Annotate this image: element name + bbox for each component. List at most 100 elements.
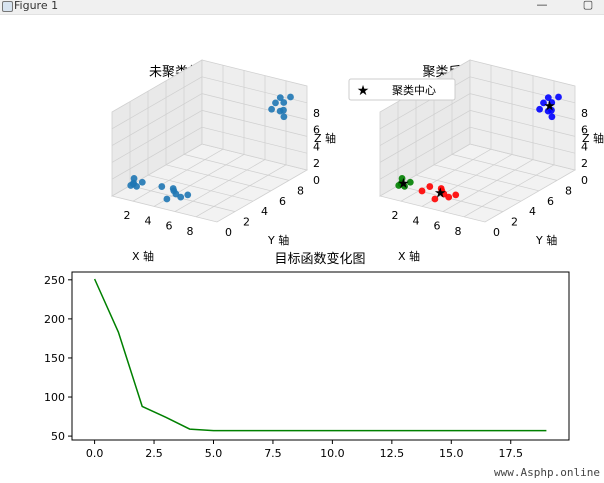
data-point [272, 99, 279, 107]
window-title: Figure 1 [14, 0, 59, 12]
z-tick-label: 8 [313, 107, 320, 120]
grid-line [400, 148, 492, 202]
data-point [268, 105, 275, 113]
z-tick-label: 2 [581, 157, 588, 170]
plot-frame [71, 271, 570, 441]
cluster-point [406, 178, 414, 186]
y-tick-label: 150 [44, 352, 65, 365]
z-tick-label: 4 [313, 140, 320, 153]
y-tick-label: 200 [44, 313, 65, 326]
cluster-point [544, 107, 552, 115]
grid-line [111, 93, 203, 146]
y-tick-label: 6 [547, 195, 554, 208]
y-tick-label: 4 [529, 205, 536, 218]
grid-line [201, 126, 308, 154]
x-tick-label: 2.5 [145, 447, 163, 460]
cluster-point [398, 175, 406, 182]
grid-line [469, 93, 576, 120]
x-tick-label: 17.5 [498, 447, 523, 460]
cluster-point [431, 195, 439, 203]
cluster-center-star-icon: ★ [434, 186, 447, 202]
x-tick-label: 5.0 [205, 447, 223, 460]
objective-line-chart: 目标函数变化图 0.0 2.5 5.0 7.5 10.0 12.5 15.0 17.5 50 1… [44, 251, 570, 460]
grid-line [469, 110, 576, 137]
z-tick-label: 6 [581, 124, 588, 137]
y-tick-label: 4 [261, 205, 268, 218]
data-point [127, 182, 135, 189]
cluster-point [544, 94, 552, 102]
data-point [138, 178, 146, 186]
grid-line [469, 126, 576, 154]
x-tick-label: 2 [124, 209, 131, 222]
x-tick-label: 2 [392, 209, 399, 222]
x-tick-label: 12.5 [380, 447, 405, 460]
grid-line [132, 148, 224, 202]
grid-line [165, 164, 272, 192]
y-tick-label: 100 [44, 391, 65, 404]
grid-line [433, 164, 540, 192]
series-lines [93, 278, 547, 432]
cluster-point [445, 193, 453, 201]
grid-line [111, 110, 203, 163]
y-tick-label: 6 [279, 195, 286, 208]
data-point [177, 193, 185, 201]
z-tick-label: 4 [581, 140, 588, 153]
cluster-point [395, 182, 403, 189]
data-point [130, 175, 138, 182]
x-tick-label: 8 [455, 225, 462, 238]
z-axis-label: Z 轴 [314, 131, 336, 145]
z-axis-label: Z 轴 [582, 131, 604, 145]
grid-line [183, 154, 290, 181]
grid-line [442, 159, 534, 212]
maximize-button[interactable]: ▢ [582, 0, 594, 11]
y-axis-label: Y 轴 [267, 233, 289, 247]
y-tick-label: 0 [225, 226, 232, 239]
cluster-point [555, 93, 562, 101]
data-point [280, 99, 288, 106]
x-tick-label: 8 [187, 225, 194, 238]
data-point [184, 191, 192, 199]
legend-label: 聚类中心 [392, 83, 436, 97]
x-axis-ticks: 0.0 2.5 5.0 7.5 10.0 12.5 15.0 17.5 [86, 440, 523, 460]
y-axis-label: Y 轴 [535, 233, 557, 247]
z-tick-label: 0 [581, 174, 588, 187]
x-tick-label: 6 [166, 220, 173, 233]
data-point [163, 195, 171, 203]
grid-line [451, 154, 558, 181]
y-tick-label: 8 [565, 184, 572, 197]
legend: ★ 聚类中心 [348, 78, 456, 101]
data-point [172, 190, 180, 198]
watermark: www.Asphp.online [494, 466, 600, 479]
data-point [276, 107, 284, 115]
x-tick-label: 7.5 [264, 447, 282, 460]
z-tick-label: 6 [313, 124, 320, 137]
grid-line [111, 126, 203, 180]
grid-line [379, 110, 471, 163]
grid-line [147, 174, 254, 202]
x-tick-label: 15.0 [439, 447, 464, 460]
x-axis-label: X 轴 [132, 249, 154, 263]
x-tick-label: 0.0 [86, 447, 104, 460]
cluster-point [426, 183, 434, 190]
cluster-point [452, 191, 460, 199]
x-tick-label: 6 [434, 220, 441, 233]
window-titlebar: Figure 1 — ▢ [0, 0, 604, 15]
minimize-button[interactable]: — [536, 0, 548, 11]
grid-line [195, 164, 287, 218]
x-axis-label: X 轴 [398, 249, 420, 263]
app-icon [2, 1, 13, 12]
data-point [133, 182, 141, 190]
data-point [169, 185, 177, 192]
data-point [287, 93, 294, 101]
cluster-point [548, 99, 556, 106]
z-tick-label: 0 [313, 174, 320, 187]
cluster-center-star-icon: ★ [397, 176, 410, 192]
back-pane [469, 59, 576, 171]
scatter-points [127, 93, 294, 203]
cluster-point [536, 105, 543, 113]
legend-box [348, 78, 456, 101]
